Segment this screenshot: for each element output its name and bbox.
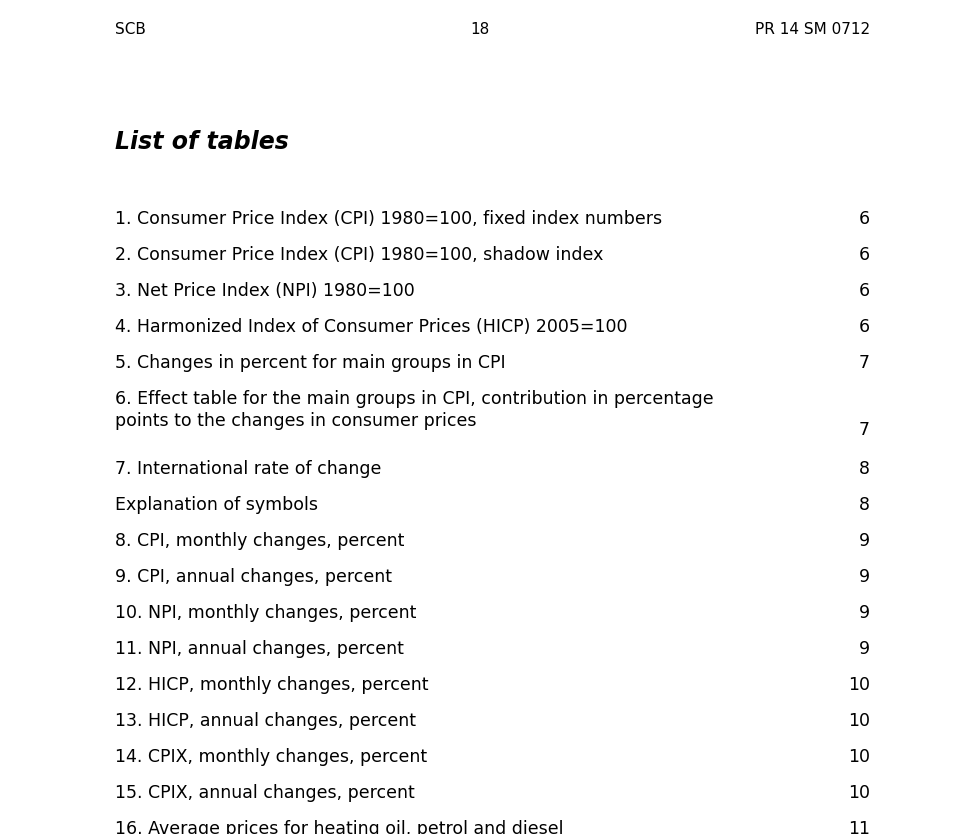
- Text: 6: 6: [859, 246, 870, 264]
- Text: 9: 9: [859, 640, 870, 658]
- Text: 2. Consumer Price Index (CPI) 1980=100, shadow index: 2. Consumer Price Index (CPI) 1980=100, …: [115, 246, 604, 264]
- Text: 7: 7: [859, 354, 870, 372]
- Text: 7: 7: [859, 420, 870, 439]
- Text: 8: 8: [859, 460, 870, 478]
- Text: 9: 9: [859, 568, 870, 586]
- Text: 4. Harmonized Index of Consumer Prices (HICP) 2005=100: 4. Harmonized Index of Consumer Prices (…: [115, 318, 628, 336]
- Text: 10: 10: [848, 784, 870, 802]
- Text: PR 14 SM 0712: PR 14 SM 0712: [755, 22, 870, 37]
- Text: 13. HICP, annual changes, percent: 13. HICP, annual changes, percent: [115, 712, 416, 730]
- Text: Explanation of symbols: Explanation of symbols: [115, 496, 318, 514]
- Text: 14. CPIX, monthly changes, percent: 14. CPIX, monthly changes, percent: [115, 748, 427, 766]
- Text: 11. NPI, annual changes, percent: 11. NPI, annual changes, percent: [115, 640, 404, 658]
- Text: 3. Net Price Index (NPI) 1980=100: 3. Net Price Index (NPI) 1980=100: [115, 282, 415, 300]
- Text: 9. CPI, annual changes, percent: 9. CPI, annual changes, percent: [115, 568, 392, 586]
- Text: 9: 9: [859, 604, 870, 622]
- Text: 6: 6: [859, 210, 870, 228]
- Text: 12. HICP, monthly changes, percent: 12. HICP, monthly changes, percent: [115, 676, 428, 694]
- Text: SCB: SCB: [115, 22, 146, 37]
- Text: 11: 11: [848, 820, 870, 834]
- Text: 7. International rate of change: 7. International rate of change: [115, 460, 381, 478]
- Text: 1. Consumer Price Index (CPI) 1980=100, fixed index numbers: 1. Consumer Price Index (CPI) 1980=100, …: [115, 210, 662, 228]
- Text: 8. CPI, monthly changes, percent: 8. CPI, monthly changes, percent: [115, 532, 404, 550]
- Text: List of tables: List of tables: [115, 130, 289, 154]
- Text: 10. NPI, monthly changes, percent: 10. NPI, monthly changes, percent: [115, 604, 417, 622]
- Text: 6. Effect table for the main groups in CPI, contribution in percentage
points to: 6. Effect table for the main groups in C…: [115, 390, 713, 430]
- Text: 15. CPIX, annual changes, percent: 15. CPIX, annual changes, percent: [115, 784, 415, 802]
- Text: 5. Changes in percent for main groups in CPI: 5. Changes in percent for main groups in…: [115, 354, 506, 372]
- Text: 18: 18: [470, 22, 490, 37]
- Text: 8: 8: [859, 496, 870, 514]
- Text: 9: 9: [859, 532, 870, 550]
- Text: 10: 10: [848, 712, 870, 730]
- Text: 6: 6: [859, 318, 870, 336]
- Text: 10: 10: [848, 676, 870, 694]
- Text: 6: 6: [859, 282, 870, 300]
- Text: 10: 10: [848, 748, 870, 766]
- Text: 16. Average prices for heating oil, petrol and diesel: 16. Average prices for heating oil, petr…: [115, 820, 564, 834]
